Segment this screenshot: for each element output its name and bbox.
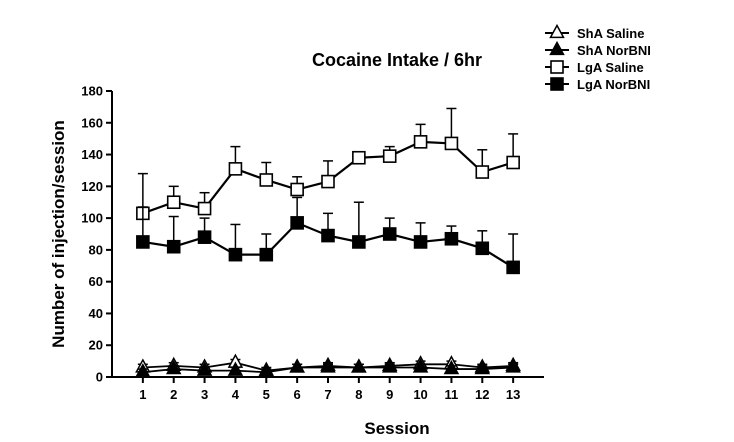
x-tick-label: 9 [386,387,393,402]
x-tick-label: 4 [232,387,240,402]
data-point [227,361,244,376]
series-layer [135,107,521,378]
x-tick-label: 1 [139,387,146,402]
data-point [197,230,212,244]
data-point [290,182,304,197]
legend-item: ShA Saline [545,23,644,41]
data-point [197,201,212,216]
data-point [258,363,275,378]
x-tick-label: 5 [263,387,270,402]
data-point [444,231,459,246]
x-tick-label: 10 [413,387,427,402]
data-point [165,359,182,375]
data-point [196,361,213,376]
data-point [352,150,366,165]
series-sha-norbni [135,358,521,378]
x-tick-label: 11 [445,387,459,402]
legend-marker [550,60,564,74]
x-tick-label: 12 [475,387,489,402]
data-point [321,228,335,243]
data-point [505,358,521,373]
data-point [382,227,397,241]
data-point [228,162,243,176]
y-tick-label: 100 [81,211,103,226]
x-tick-label: 13 [506,387,520,402]
data-point [413,235,428,249]
series-lga-norbni [136,196,520,275]
data-point [413,135,428,149]
y-axis-title: Number of injection/session [49,120,68,348]
legend-marker [549,40,565,56]
x-tick-label: 2 [170,387,177,402]
y-tick-label: 120 [81,179,103,194]
data-point [321,174,335,189]
x-tick-label: 8 [355,387,362,402]
data-point [228,247,243,262]
data-point [351,358,367,373]
y-tick-label: 20 [89,338,103,353]
x-tick-label: 6 [294,387,301,402]
data-point [474,359,491,375]
series-lga-saline [136,107,520,221]
data-point [475,241,490,256]
y-tick-label: 180 [81,84,103,99]
data-point [135,363,151,378]
legend-label: ShA Saline [577,26,644,41]
data-point [506,260,520,275]
x-tick-label: 3 [201,387,208,402]
data-point [166,195,181,210]
data-point [444,136,459,151]
legend-item: LgA Saline [545,60,644,75]
legend-label: ShA NorBNI [577,43,651,58]
data-point [259,173,274,187]
legend-marker [550,77,564,91]
legend-label: LgA Saline [577,60,644,75]
y-tick-label: 60 [89,274,103,289]
data-point [259,247,274,262]
y-tick-label: 160 [81,115,103,130]
data-point [506,155,520,170]
y-tick-label: 0 [96,370,103,385]
y-tick-label: 40 [89,306,103,321]
data-point [290,216,304,230]
legend: ShA Saline ShA NorBNI LgA Saline LgA NorBNI [545,23,651,92]
data-point [475,165,490,179]
data-point [136,235,150,249]
x-tick-label: 7 [324,387,331,402]
data-point [289,358,305,373]
legend-item: LgA NorBNI [545,77,650,92]
data-point [382,149,397,163]
x-axis-title: Session [364,419,429,438]
chart-title: Cocaine Intake / 6hr [312,50,482,70]
data-point [352,235,366,249]
data-point [412,358,429,373]
data-point [443,359,460,375]
data-point [381,358,398,373]
y-tick-label: 140 [81,147,103,162]
legend-label: LgA NorBNI [577,77,650,92]
legend-item: ShA NorBNI [545,40,651,58]
legend-marker [549,23,565,39]
data-point [166,239,181,254]
data-point [320,358,336,373]
y-tick-label: 80 [89,242,103,257]
